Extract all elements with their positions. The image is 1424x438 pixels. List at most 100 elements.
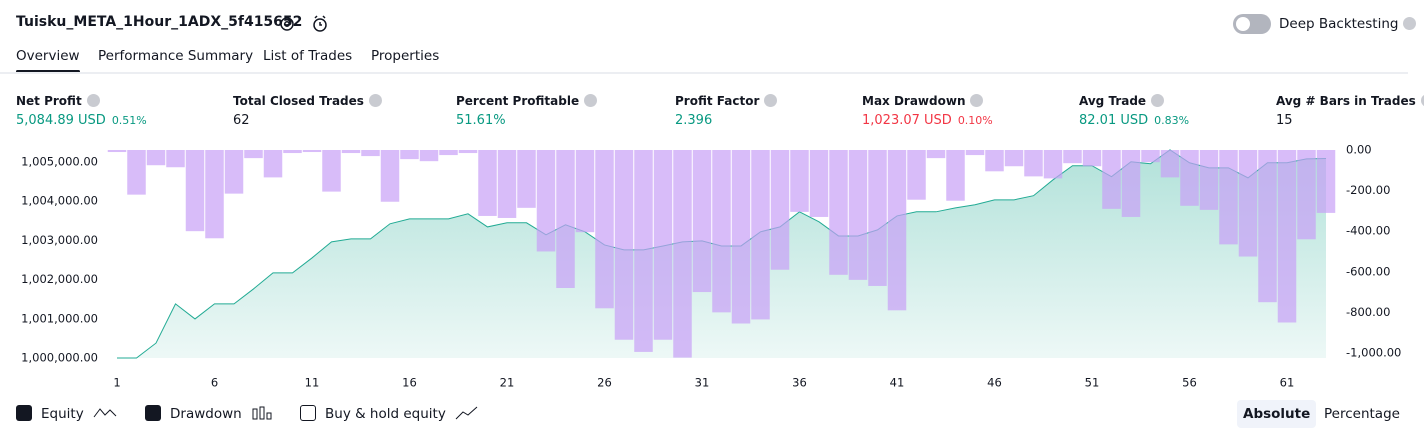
icon [93,408,117,418]
drawdown-bar [536,150,556,252]
drawdown-bar [1141,150,1160,163]
value: 1,023.07 USD [862,113,952,128]
info-icon[interactable] [368,94,382,107]
info-icon[interactable] [1420,94,1424,107]
x-tick-label: 31 [695,376,710,390]
tab[interactable]: Performance Summary [98,48,254,64]
drawdown-bar [205,150,224,239]
tab[interactable]: List of Trades [263,48,353,64]
drawdown-bar [1024,150,1043,177]
alert-icon[interactable] [311,14,331,34]
label: Avg Trade [1079,94,1147,108]
legend-buy-hold[interactable]: Buy & hold equity [300,405,479,422]
checkbox[interactable] [300,405,316,421]
value: 15 [1276,113,1293,128]
drawdown-bar [614,150,634,340]
drawdown-bar [595,150,614,309]
drawdown-bar [926,150,946,159]
label: Total Closed Trades [233,94,364,108]
drawdown-bar [1219,150,1238,245]
value: 5,084.89 USD [16,113,106,128]
drawdown-bar [634,150,653,352]
checkbox[interactable] [16,405,32,421]
label: Net Profit [16,94,82,108]
tab[interactable]: Properties [371,48,440,64]
separator [0,72,1408,74]
drawdown-bar [107,150,127,153]
drawdown-bar [946,150,965,201]
absolute-button[interactable]: Absolute [1237,400,1317,428]
drawdown-bar [556,150,575,288]
drawdown-bar [127,150,146,195]
value: 62 [233,113,250,128]
drawdown-bar [322,150,341,192]
x-tick-label: 36 [792,376,807,390]
y-tick-label: 1,001,000.00 [21,311,98,325]
legend-drawdown[interactable]: Drawdown [145,405,275,422]
value: 51.61% [456,113,506,128]
y-tick-label: 1,000,000.00 [21,351,98,365]
deep-backtesting-label: Deep Backtesting [1279,16,1417,32]
drawdown-bar [985,150,1004,172]
y-tick-label: 1,003,000.00 [21,233,98,247]
x-tick-label: 61 [1280,376,1295,390]
y2-tick-label: -200.00 [1346,183,1390,197]
drawdown-bar [517,150,536,208]
drawdown-bar [731,150,751,324]
percent: 0.10% [957,114,993,127]
icon [455,406,478,420]
metric-value: 5,084.89 USD 0.51% [16,113,147,128]
x-tick-label: 56 [1182,376,1197,390]
settings-icon[interactable] [278,15,296,33]
metric-value: 62 [233,113,250,128]
metric-label: Profit Factor [675,94,778,108]
strategy-title: Tuisku_META_1Hour_1ADX_5f415652 [16,14,303,30]
metric-label: Net Profit [16,94,100,108]
y2-tick-label: -600.00 [1346,264,1390,278]
drawdown-bar [829,150,848,275]
info-icon[interactable] [584,94,598,107]
x-tick-label: 46 [987,376,1002,390]
x-tick-label: 21 [500,376,515,390]
info-icon[interactable] [1151,94,1165,107]
percentage-button[interactable]: Percentage [1324,406,1400,422]
y2-tick-label: -1,000.00 [1346,345,1401,359]
drawdown-bar [1160,150,1180,178]
drawdown-bar [1180,150,1199,206]
drawdown-bar [907,150,926,200]
info-icon[interactable] [970,94,984,107]
metric-value: 2.396 [675,113,712,128]
drawdown-bar [1258,150,1277,303]
legend-equity[interactable]: Equity [16,405,117,422]
drawdown-bar [1102,150,1121,209]
y2-tick-label: -800.00 [1346,305,1390,319]
y2-tick-label: 0.00 [1346,143,1372,157]
info-icon[interactable] [1403,17,1417,30]
deep-backtesting-toggle[interactable] [1233,14,1271,34]
label: Deep Backtesting [1279,16,1399,32]
drawdown-bar [1043,150,1063,179]
info-icon[interactable] [86,94,100,107]
metric-value: 15 [1276,113,1293,128]
drawdown-bar [673,150,692,358]
x-tick-label: 16 [402,376,417,390]
percent: 0.83% [1154,114,1190,127]
drawdown-bar [868,150,887,286]
metric-label: Total Closed Trades [233,94,382,108]
y2-tick-label: -400.00 [1346,224,1390,238]
label: Drawdown [170,406,242,422]
drawdown-bar [770,150,790,270]
drawdown-bar [439,150,458,156]
label: Profit Factor [675,94,760,108]
checkbox[interactable] [145,405,161,421]
tab[interactable]: Overview [16,48,80,73]
x-tick-label: 26 [597,376,612,390]
info-icon[interactable] [764,94,778,107]
metric-label: Avg # Bars in Trades [1276,94,1424,108]
metric-label: Percent Profitable [456,94,598,108]
drawdown-bar [712,150,731,313]
percent: 0.51% [111,114,147,127]
drawdown-bar [751,150,770,320]
